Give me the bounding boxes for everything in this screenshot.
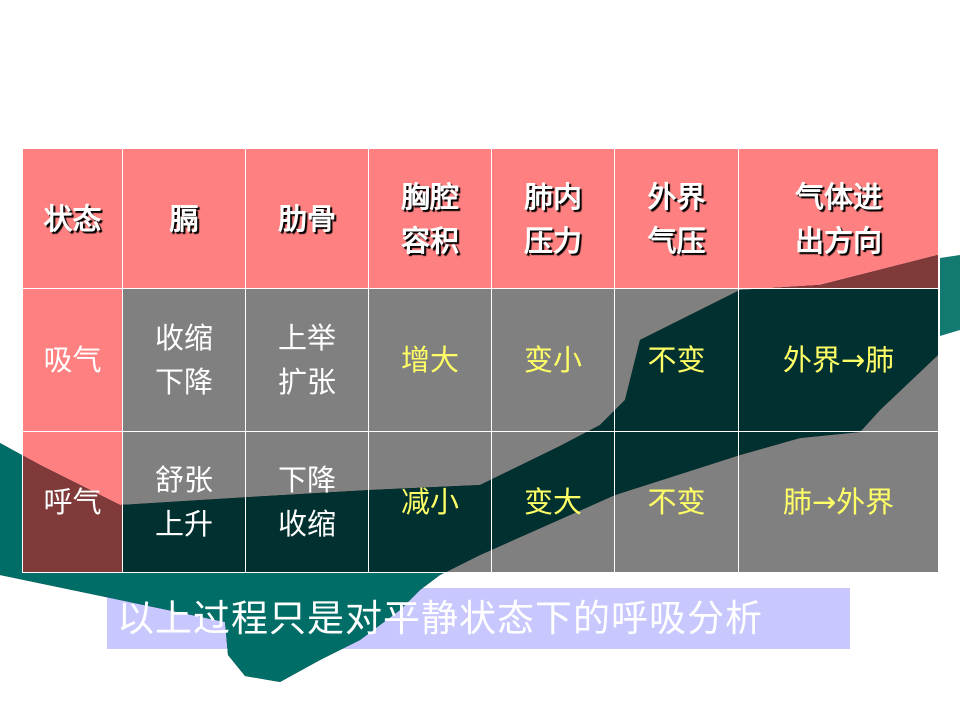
header-text: 状态 bbox=[43, 201, 102, 236]
header-thoracic-volume: 胸腔 容积 bbox=[368, 148, 492, 289]
cell-text: 收缩 bbox=[154, 321, 213, 355]
cell-lung-pressure: 变小 bbox=[491, 288, 615, 432]
cell-outside-pressure: 不变 bbox=[614, 288, 739, 432]
cell-outside-pressure: 不变 bbox=[614, 431, 739, 573]
caption-text: 以上过程只是对平静状态下的呼吸分析 bbox=[117, 597, 763, 640]
cell-state: 吸气 bbox=[22, 288, 123, 432]
header-state: 状态 bbox=[22, 148, 123, 289]
cell-airflow: 外界→肺 bbox=[738, 288, 939, 432]
header-lung-pressure: 肺内 压力 bbox=[491, 148, 615, 289]
table-row-inhale: 吸气 收缩下降 上举扩张 增大 变小 不变 外界→肺 bbox=[22, 288, 939, 432]
cell-diaphragm: 舒张 上升 bbox=[122, 431, 246, 573]
header-outside-pressure: 外界 气压 bbox=[614, 148, 739, 289]
header-ribs: 肋骨 bbox=[245, 148, 369, 289]
respiration-table: 状态 膈 肋骨 胸腔 容积 肺内 压力 外界 气压 气体进 出方向 吸气 收缩 下降 上举… bbox=[22, 148, 939, 573]
header-text: 气体进 bbox=[794, 179, 882, 214]
cell-ribs: 下降 收缩 bbox=[245, 431, 369, 573]
cell-text: 上举 bbox=[277, 321, 336, 355]
header-row: 状态 膈 肋骨 胸腔容积 肺内压力 外界气压 气体进出方向 bbox=[22, 148, 939, 289]
cell-diaphragm: 收缩 下降 bbox=[122, 288, 246, 432]
header-text: 肋骨 bbox=[277, 201, 336, 236]
cell-text: 收缩 bbox=[277, 507, 336, 541]
header-diaphragm: 膈 bbox=[122, 148, 246, 289]
cell-thoracic-volume: 增大 bbox=[368, 288, 492, 432]
cell-thoracic-volume: 减小 bbox=[368, 431, 492, 573]
cell-text: 下降 bbox=[277, 463, 336, 497]
header-text: 压力 bbox=[523, 223, 582, 258]
header-text: 外界 bbox=[647, 179, 706, 214]
header-airflow: 气体进 出方向 bbox=[738, 148, 939, 289]
header-text: 膈 bbox=[169, 201, 199, 236]
cell-state: 呼气 bbox=[22, 431, 123, 573]
header-text: 胸腔 bbox=[400, 179, 459, 214]
cell-airflow: 肺→外界 bbox=[738, 431, 939, 573]
cell-text: 下降 bbox=[154, 365, 213, 399]
cell-text: 扩张 bbox=[277, 365, 336, 399]
cell-ribs: 上举 扩张 bbox=[245, 288, 369, 432]
header-text: 肺内 bbox=[523, 179, 582, 214]
table-row-exhale: 呼气 舒张上升 下降收缩 减小 变大 不变 肺→外界 bbox=[22, 431, 939, 573]
header-text: 出方向 bbox=[794, 223, 882, 258]
cell-lung-pressure: 变大 bbox=[491, 431, 615, 573]
header-text: 容积 bbox=[400, 223, 459, 258]
header-text: 气压 bbox=[647, 223, 706, 258]
hand-edge bbox=[940, 255, 960, 336]
cell-text: 上升 bbox=[154, 507, 213, 541]
cell-text: 舒张 bbox=[154, 463, 213, 497]
